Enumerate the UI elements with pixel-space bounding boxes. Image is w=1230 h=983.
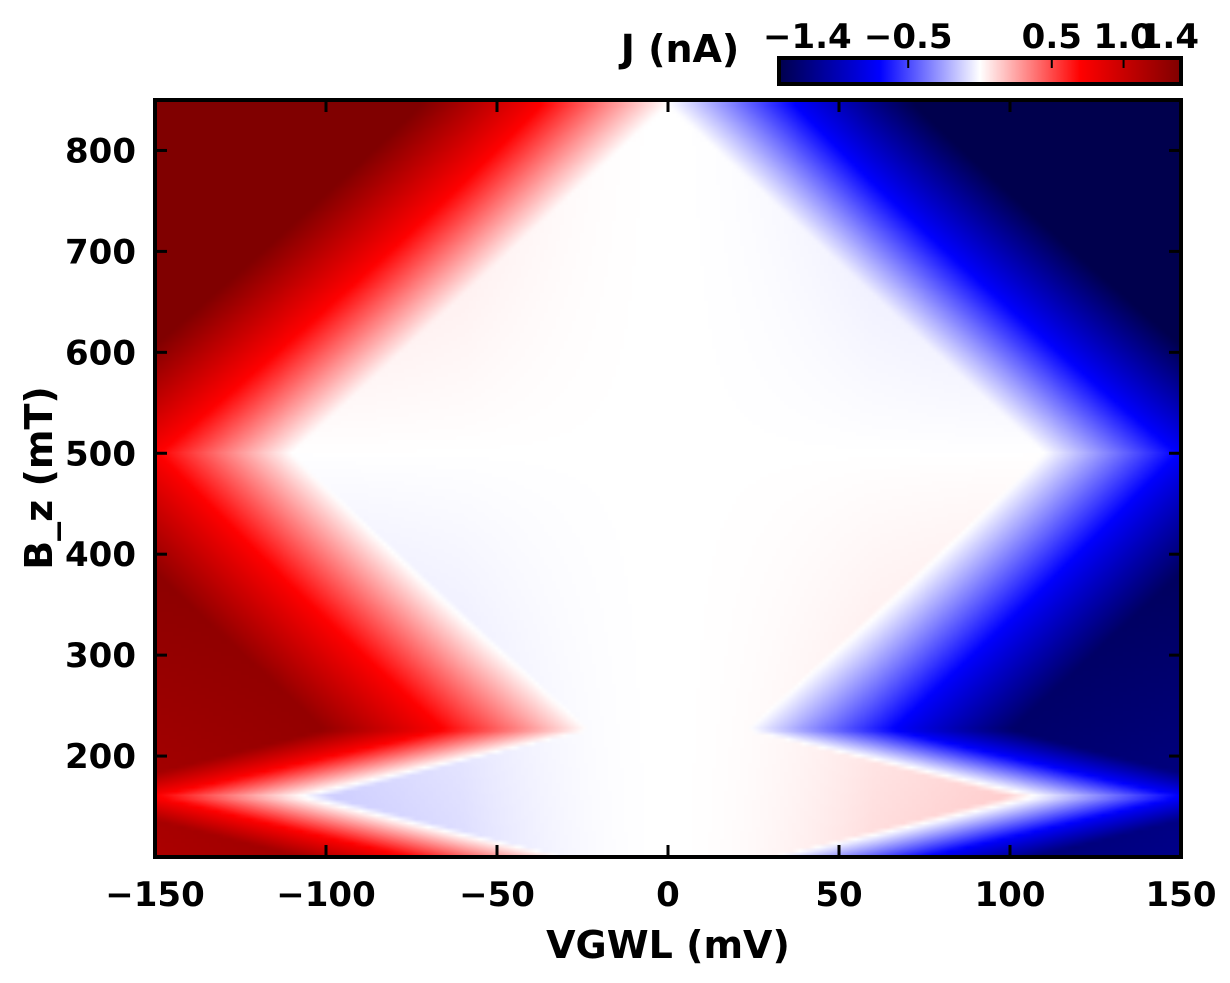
colorbar-tick-label: −0.5 (864, 17, 953, 57)
y-tick-label: 800 (65, 131, 136, 171)
colorbar-tick-label: −1.4 (763, 17, 852, 57)
plot-area (153, 98, 1183, 859)
x-tick-label: 50 (815, 875, 862, 915)
x-tick-label: 150 (1146, 875, 1217, 915)
y-axis-ticks: 200 300 400 500 600 700 800 (65, 131, 1181, 777)
y-tick-label: 700 (65, 232, 136, 272)
colorbar-tick-label: 0.5 (1022, 17, 1082, 57)
colorbar: −1.4 −0.5 0.5 1.01.4 J (nA) (618, 17, 1199, 86)
colorbar-ticks: −1.4 −0.5 0.5 1.01.4 (763, 17, 1199, 68)
heatmap-image (155, 100, 1181, 857)
x-tick-label: −150 (105, 875, 204, 915)
x-axis-label: VGWL (mV) (546, 923, 790, 967)
x-tick-label: −100 (276, 875, 375, 915)
y-tick-label: 200 (65, 737, 136, 777)
colorbar-gradient (777, 56, 1183, 86)
x-axis-ticks: −150 −100 −50 0 50 100 150 (105, 100, 1216, 915)
x-tick-label: 0 (656, 875, 680, 915)
y-tick-label: 300 (65, 636, 136, 676)
y-axis-label: B_z (mT) (17, 386, 61, 570)
colorbar-tick-label: 1.0 (1093, 17, 1153, 57)
x-tick-label: −50 (459, 875, 535, 915)
y-tick-label: 600 (65, 333, 136, 373)
y-tick-label: 500 (65, 434, 136, 474)
y-tick-label: 400 (65, 535, 136, 575)
colorbar-label: J (nA) (618, 27, 740, 71)
x-tick-label: 100 (975, 875, 1046, 915)
colorbar-tick-label: 1.4 (1139, 17, 1199, 57)
